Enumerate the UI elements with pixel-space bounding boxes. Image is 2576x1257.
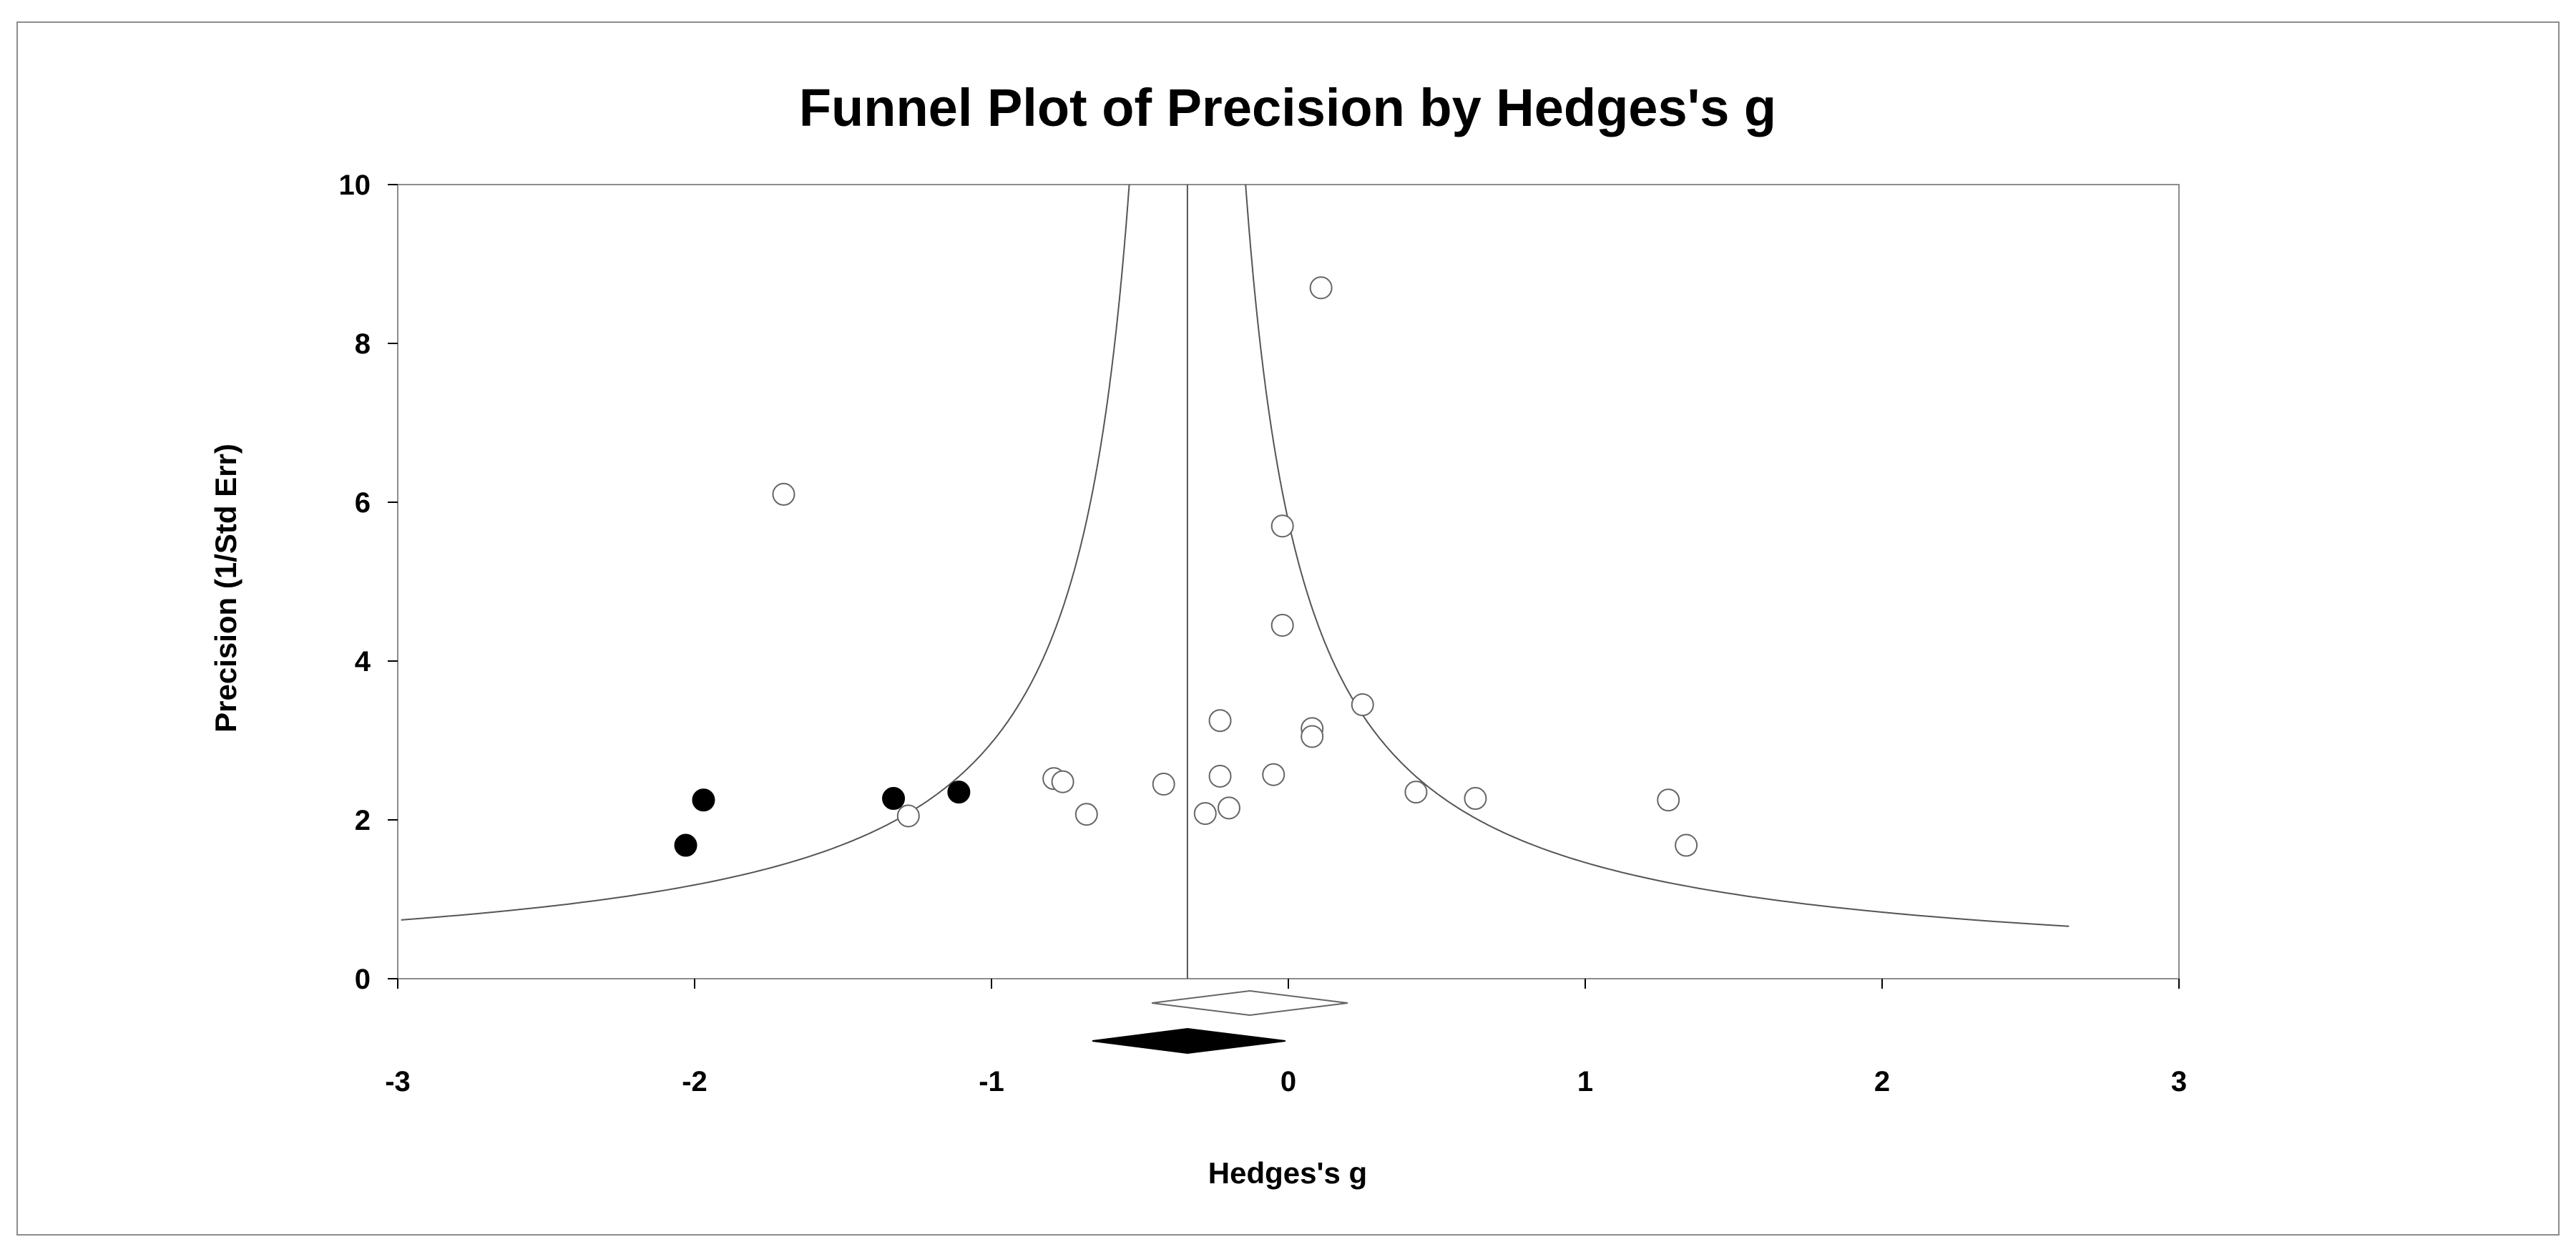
- open-study-point: [1208, 764, 1232, 788]
- open-study-point: [1270, 614, 1294, 637]
- plot-area: [397, 184, 2180, 979]
- y-axis-label: Precision (1/Std Err): [209, 444, 243, 733]
- y-tick-label: 0: [355, 964, 371, 995]
- open-study-point: [1051, 770, 1074, 793]
- x-tick-label: -1: [979, 1066, 1004, 1097]
- chart-title: Funnel Plot of Precision by Hedges's g: [799, 78, 1776, 137]
- summary-diamonds: [1092, 989, 1348, 1055]
- y-tick-label: 10: [339, 170, 371, 201]
- x-tick-label: 0: [1280, 1066, 1296, 1097]
- x-tick-label: 2: [1874, 1066, 1890, 1097]
- x-tick-label: -3: [385, 1066, 411, 1097]
- open-study-point: [1270, 514, 1294, 538]
- open-study-point: [1675, 833, 1698, 857]
- open-study-point: [772, 482, 795, 506]
- summary-diamond-open: [1151, 989, 1348, 1017]
- chart-frame: [16, 21, 2560, 1236]
- y-tick-label: 2: [355, 805, 371, 836]
- open-study-point: [1218, 796, 1240, 820]
- x-tick-label: 3: [2171, 1066, 2187, 1097]
- open-study-point: [1404, 781, 1428, 804]
- filled-study-point: [674, 833, 697, 857]
- y-tick-label: 4: [355, 646, 371, 678]
- filled-study-point: [692, 788, 715, 812]
- x-tick-label: 1: [1577, 1066, 1593, 1097]
- open-study-point: [896, 804, 920, 828]
- funnel-right-boundary: [1245, 184, 2070, 927]
- open-study-point: [1074, 803, 1098, 826]
- summary-diamond-filled: [1092, 1027, 1285, 1055]
- x-axis: -3 -2 -1 0 1 2 3: [385, 979, 2187, 1097]
- open-study-point: [1262, 763, 1285, 786]
- filled-study-point: [947, 781, 971, 804]
- open-study-point: [1657, 788, 1680, 812]
- open-study-point: [1208, 709, 1232, 733]
- filled-study-point: [882, 787, 906, 811]
- open-study-point: [1464, 787, 1487, 811]
- open-study-point: [1301, 725, 1324, 748]
- open-study-point: [1193, 802, 1217, 826]
- open-study-point: [1351, 693, 1374, 717]
- funnel-left-boundary: [401, 184, 1130, 921]
- y-tick-label: 8: [355, 328, 371, 360]
- funnel-lines: [401, 184, 2070, 979]
- open-study-point: [1309, 276, 1333, 300]
- y-axis: 0 2 4 6 8 10: [339, 170, 398, 995]
- x-tick-label: -2: [682, 1066, 707, 1097]
- y-tick-label: 6: [355, 487, 371, 519]
- x-axis-label: Hedges's g: [1208, 1156, 1367, 1190]
- open-study-point: [1152, 773, 1175, 796]
- data-points: [674, 276, 1698, 857]
